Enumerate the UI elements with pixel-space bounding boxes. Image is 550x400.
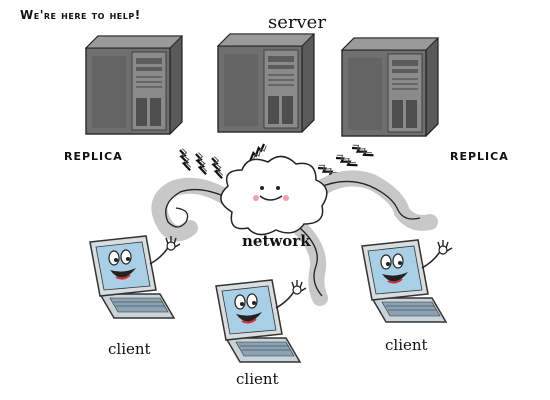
cables: [165, 180, 421, 297]
replica-left-label: REPLICA: [64, 150, 123, 163]
tagline: We're here to help!: [20, 8, 141, 22]
client-right-laptop-icon: [361, 239, 453, 323]
replica-right-label: REPLICA: [450, 150, 509, 163]
replica-left-server-icon: [85, 35, 183, 135]
cloud-face-icon: [220, 155, 328, 236]
client-left-label: client: [108, 340, 151, 358]
network-label: network: [242, 232, 311, 250]
client-middle-label: client: [236, 370, 279, 388]
server-label: server: [268, 12, 326, 33]
client-middle-laptop-icon: [215, 279, 307, 363]
client-left-laptop-icon: [89, 235, 181, 319]
replica-right-server-icon: [341, 37, 439, 137]
main-server-icon: [217, 33, 315, 133]
client-right-label: client: [385, 336, 428, 354]
